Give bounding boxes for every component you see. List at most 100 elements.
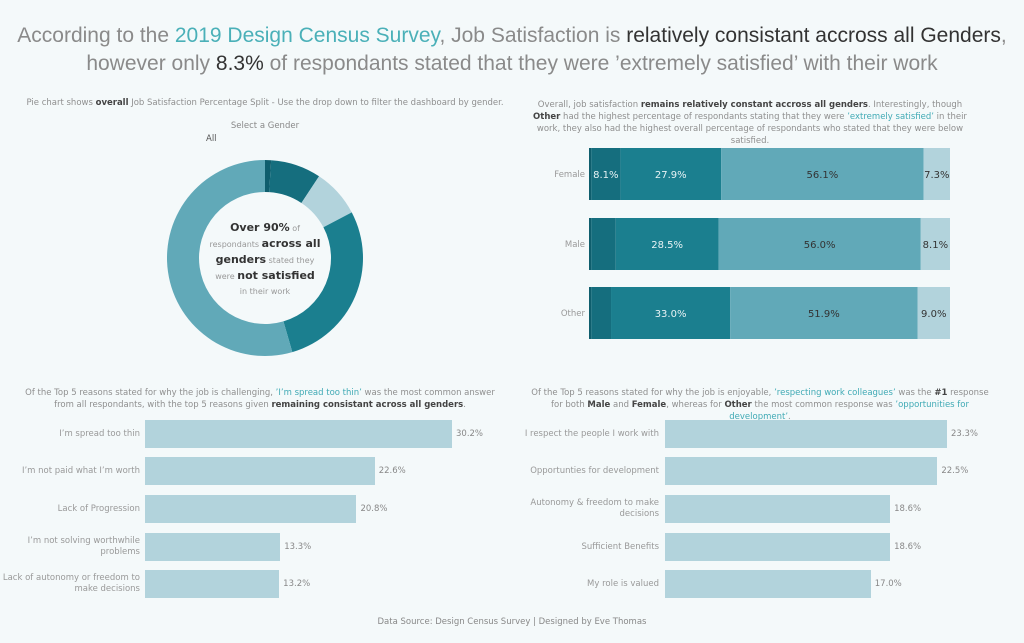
bar[interactable] [145,533,281,561]
survey-link[interactable]: 2019 Design Census Survey [174,24,440,47]
text: Job Satisfaction Percentage Split - Use … [128,98,504,108]
bar[interactable] [145,570,280,598]
title-text: According to the [17,24,175,47]
bar-segment-segment-darkest[interactable] [589,148,592,200]
bar[interactable] [665,533,891,561]
text: Of the Top 5 reasons stated for why the … [531,388,775,398]
bar-segment-segment-darkest[interactable] [589,218,592,270]
text: Of the Top 5 reasons stated for why the … [25,388,276,398]
category-label: I respect the people I work with [524,428,659,439]
text: were [215,272,238,281]
text: . Interestingly, though [868,100,963,110]
gender-filter-select[interactable]: All [206,134,217,144]
gender-description: Overall, job satisfaction remains relati… [530,99,970,147]
text-bold: overall [95,98,129,108]
bar[interactable] [665,570,871,598]
enjoy-description: Of the Top 5 reasons stated for why the … [530,387,990,423]
category-label: Other [561,309,586,319]
bar-segment-extremely-satisfied[interactable] [591,218,616,270]
bar[interactable] [145,420,452,448]
text-bold: Over 90% [230,221,290,234]
text: in their work [239,287,291,296]
data-label: 33.0% [655,309,687,320]
text: . [788,412,791,422]
text-bold: Other [533,112,561,122]
data-label: 56.1% [806,170,838,181]
text-highlight: ’opportunities for development’ [729,400,969,422]
bar-segment-segment-teal[interactable] [611,287,731,339]
data-label: 8.1% [923,240,948,251]
title-emphasis: 8.3% [215,52,264,75]
footer-credit: Data Source: Design Census Survey | Desi… [377,617,647,627]
text-highlight: ’respecting work colleagues’ [774,388,896,398]
data-label: 23.3% [951,429,979,439]
text: stated they [266,256,315,265]
pie-description: Pie chart shows overall Job Satisfaction… [20,97,510,109]
donut-center-label: Over 90% of respondants across all gende… [200,220,330,299]
bar-segment-segment-medium[interactable] [721,148,924,200]
data-label: 8.1% [593,170,618,181]
bar[interactable] [665,420,947,448]
bar[interactable] [145,457,375,485]
text-bold: genders [215,253,267,266]
bar-segment-extremely-satisfied[interactable] [591,287,612,339]
title-text: of respondants stated that they were ’ex… [263,52,938,75]
text-bold: #1 [934,388,948,398]
bar-segment-segment-darkest[interactable] [589,287,592,339]
title-text: , Job Satisfaction is [439,24,627,47]
category-label: Female [554,170,585,180]
donut-slice-extremely-satisfied[interactable] [269,160,320,203]
category-label: My role is valued [587,578,659,589]
data-label: 27.9% [655,170,687,181]
data-label: 7.3% [924,170,949,181]
data-label: 18.6% [894,542,922,552]
bar-segment-segment-teal[interactable] [615,218,719,270]
bar-segment-segment-light[interactable] [920,218,950,270]
donut-slice-segment-darkest[interactable] [265,160,272,193]
title-emphasis: relatively consistant accross all Gender… [626,24,1001,47]
category-label: I’m spread too thin [59,428,140,439]
bar-segment-segment-light[interactable] [923,148,950,200]
data-label: 17.0% [874,579,902,589]
text: , whereas for [666,400,725,410]
bar[interactable] [665,457,938,485]
text-bold: Female [631,400,667,410]
text-highlight: ’extremely satisfied’ [847,112,934,122]
text: was the [895,388,935,398]
text: . [463,400,466,410]
data-label: 9.0% [921,309,946,320]
category-label: Lack of autonomy or freedom to make deci… [2,573,140,594]
category-label: I’m not solving worthwhile problems [27,536,140,557]
bar[interactable] [665,495,891,523]
text-highlight: ’I’m spread too thin’ [275,388,362,398]
data-label: 22.6% [378,466,406,476]
data-label: 28.5% [651,240,683,251]
bar-segment-extremely-satisfied[interactable] [591,148,621,200]
category-label: Sufficient Benefits [581,541,659,552]
text: in their work, they also had the highest… [536,112,967,146]
text-bold: not satisfied [237,269,315,282]
data-label: 30.2% [456,429,484,439]
data-label: 22.5% [941,466,969,476]
text-bold: across all [261,237,321,250]
text-bold: Other [724,400,752,410]
category-label: Autonomy & freedom to make decisions [530,498,659,519]
text: respondants [209,240,262,249]
bar-segment-segment-teal[interactable] [620,148,722,200]
bar[interactable] [145,495,357,523]
bar-segment-segment-medium[interactable] [718,218,921,270]
challenge-description: Of the Top 5 reasons stated for why the … [20,387,500,411]
data-label: 51.9% [808,309,840,320]
text: response for both [551,388,989,410]
title-text: , [1000,24,1007,47]
category-label: I’m not paid what I’m worth [21,465,140,476]
gender-filter-label: Select a Gender [230,121,300,131]
text: Pie chart shows [26,98,96,108]
data-label: 18.6% [894,504,922,514]
data-label: 20.8% [360,504,388,514]
text: had the highest percentage of respondant… [560,112,848,122]
bar-segment-segment-light[interactable] [917,287,950,339]
dashboard-title: According to the 2019 Design Census Surv… [0,22,1024,78]
bar-segment-segment-medium[interactable] [730,287,918,339]
title-text: however only [86,52,216,75]
